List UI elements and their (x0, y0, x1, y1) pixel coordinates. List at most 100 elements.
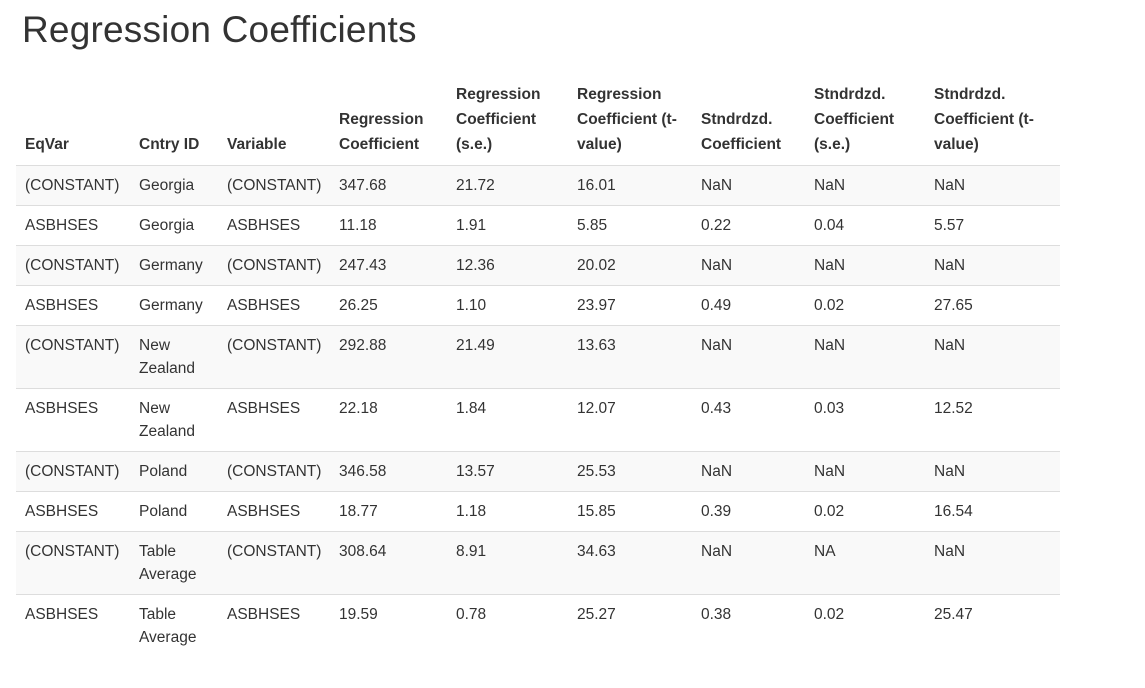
page-title: Regression Coefficients (22, 9, 417, 50)
cell-cntry-id: Poland (130, 491, 218, 532)
cell-reg-t: 12.07 (568, 388, 692, 452)
cell-variable: ASBHSES (218, 491, 330, 532)
table-header: EqVar Cntry ID Variable Regression Coeff… (16, 78, 1060, 167)
cell-cntry-id: Poland (130, 451, 218, 492)
cell-cntry-id: New Zealand (130, 388, 218, 452)
cell-reg-se: 1.84 (447, 388, 568, 452)
cell-std-t: 12.52 (925, 388, 1060, 452)
cell-eqvar: (CONSTANT) (16, 245, 130, 286)
column-header-std-t: Stndrdzd. Coefficient (t- value) (925, 78, 1060, 167)
table-row: ASBHSES Georgia ASBHSES 11.18 1.91 5.85 0.22 0.… (16, 205, 1060, 246)
table-header-row: EqVar Cntry ID Variable Regression Coeff… (16, 78, 1060, 167)
cell-variable: (CONSTANT) (227, 177, 322, 195)
cell-std-t: NaN (925, 325, 1060, 389)
cell-std-coef: NaN (701, 177, 733, 195)
cell-eqvar: (CONSTANT) (16, 451, 130, 492)
cell-std-coef: NaN (692, 245, 805, 286)
cell-std-se: 0.02 (805, 285, 925, 326)
cell-reg-coef: 292.88 (330, 325, 447, 389)
cell-std-se: NaN (814, 177, 846, 195)
cell-std-t: NaN (925, 245, 1060, 286)
cell-std-se: NaN (805, 245, 925, 286)
cell-reg-t: 5.85 (568, 205, 692, 246)
column-header-cntry-id: Cntry ID (130, 78, 218, 167)
cell-std-se: 0.04 (805, 205, 925, 246)
cell-variable: ASBHSES (218, 388, 330, 452)
regression-coefficients-table: EqVar Cntry ID Variable Regression Coeff… (16, 78, 1060, 658)
cell-reg-se: 1.10 (447, 285, 568, 326)
cell-reg-t: 20.02 (568, 245, 692, 286)
cell-reg-se: 1.91 (447, 205, 568, 246)
column-header-reg-t: Regression Coefficient (t- value) (568, 78, 692, 167)
cell-reg-coef: 18.77 (330, 491, 447, 532)
cell-reg-t: 13.63 (568, 325, 692, 389)
cell-cntry-id: Table Average (130, 531, 218, 595)
cell-reg-coef: 19.59 (330, 594, 447, 658)
cell-std-coef: 0.38 (692, 594, 805, 658)
cell-std-coef: 0.49 (692, 285, 805, 326)
cell-eqvar: ASBHSES (16, 491, 130, 532)
cell-eqvar: ASBHSES (16, 285, 130, 326)
table-row: (CONSTANT) Georgia (CONSTANT) 347.68 21.72 16… (16, 165, 1060, 206)
cell-reg-se: 1.18 (447, 491, 568, 532)
column-header-variable: Variable (218, 78, 330, 167)
cell-variable: (CONSTANT) (218, 325, 330, 389)
table-row: (CONSTANT) New Zealand (CONSTANT) 292.88 21.… (16, 325, 1060, 389)
table-row: ASBHSES Table Average ASBHSES 19.59 0.78 25.2… (16, 594, 1060, 658)
table-body: (CONSTANT) Georgia (CONSTANT) 347.68 21.72 16… (16, 165, 1060, 658)
cell-reg-se: 12.36 (447, 245, 568, 286)
cell-reg-se: 0.78 (447, 594, 568, 658)
cell-variable: ASBHSES (218, 285, 330, 326)
table-row: ASBHSES Poland ASBHSES 18.77 1.18 15.85 0.39 0.… (16, 491, 1060, 532)
cell-reg-coef: 308.64 (330, 531, 447, 595)
cell-std-t: 27.65 (925, 285, 1060, 326)
cell-std-se: NaN (805, 451, 925, 492)
cell-variable: (CONSTANT) (218, 245, 330, 286)
cell-std-t: NaN (934, 177, 966, 195)
cell-std-t: NaN (925, 531, 1060, 595)
cell-reg-t: 25.27 (568, 594, 692, 658)
cell-reg-coef: 22.18 (330, 388, 447, 452)
cell-reg-se: 8.91 (447, 531, 568, 595)
cell-reg-t: 16.01 (577, 177, 616, 195)
column-header-eqvar: EqVar (16, 78, 130, 167)
cell-variable: ASBHSES (218, 205, 330, 246)
cell-eqvar: ASBHSES (16, 205, 130, 246)
cell-std-t: 25.47 (925, 594, 1060, 658)
cell-eqvar: (CONSTANT) (16, 325, 130, 389)
cell-reg-coef: 346.58 (330, 451, 447, 492)
cell-std-t: 5.57 (925, 205, 1060, 246)
cell-std-se: 0.02 (805, 594, 925, 658)
cell-reg-t: 34.63 (568, 531, 692, 595)
cell-std-t: NaN (925, 451, 1060, 492)
cell-std-se: 0.03 (805, 388, 925, 452)
cell-reg-coef: 11.18 (330, 205, 447, 246)
cell-std-se: NA (805, 531, 925, 595)
cell-std-coef: 0.39 (692, 491, 805, 532)
cell-reg-t: 23.97 (568, 285, 692, 326)
cell-eqvar: (CONSTANT) (25, 177, 120, 195)
cell-reg-coef: 26.25 (330, 285, 447, 326)
cell-variable: (CONSTANT) (218, 531, 330, 595)
cell-reg-t: 15.85 (568, 491, 692, 532)
cell-reg-se: 21.49 (447, 325, 568, 389)
column-header-reg-se: Regression Coefficient (s.e.) (447, 78, 568, 167)
cell-std-se: NaN (805, 325, 925, 389)
cell-cntry-id: New Zealand (130, 325, 218, 389)
cell-cntry-id: Germany (130, 245, 218, 286)
column-header-std-coef: Stndrdzd. Coefficient (692, 78, 805, 167)
cell-variable: ASBHSES (218, 594, 330, 658)
cell-eqvar: ASBHSES (16, 594, 130, 658)
cell-variable: (CONSTANT) (218, 451, 330, 492)
cell-std-se: 0.02 (805, 491, 925, 532)
cell-std-coef: 0.43 (692, 388, 805, 452)
table-row: ASBHSES New Zealand ASBHSES 22.18 1.84 12.07 0… (16, 388, 1060, 452)
cell-reg-coef: 347.68 (339, 177, 387, 195)
table-row: (CONSTANT) Table Average (CONSTANT) 308.64 8… (16, 531, 1060, 595)
cell-std-coef: NaN (692, 451, 805, 492)
cell-reg-t: 25.53 (568, 451, 692, 492)
cell-eqvar: (CONSTANT) (16, 531, 130, 595)
cell-std-coef: NaN (692, 325, 805, 389)
table-row: (CONSTANT) Poland (CONSTANT) 346.58 13.57 25.… (16, 451, 1060, 492)
cell-eqvar: ASBHSES (16, 388, 130, 452)
